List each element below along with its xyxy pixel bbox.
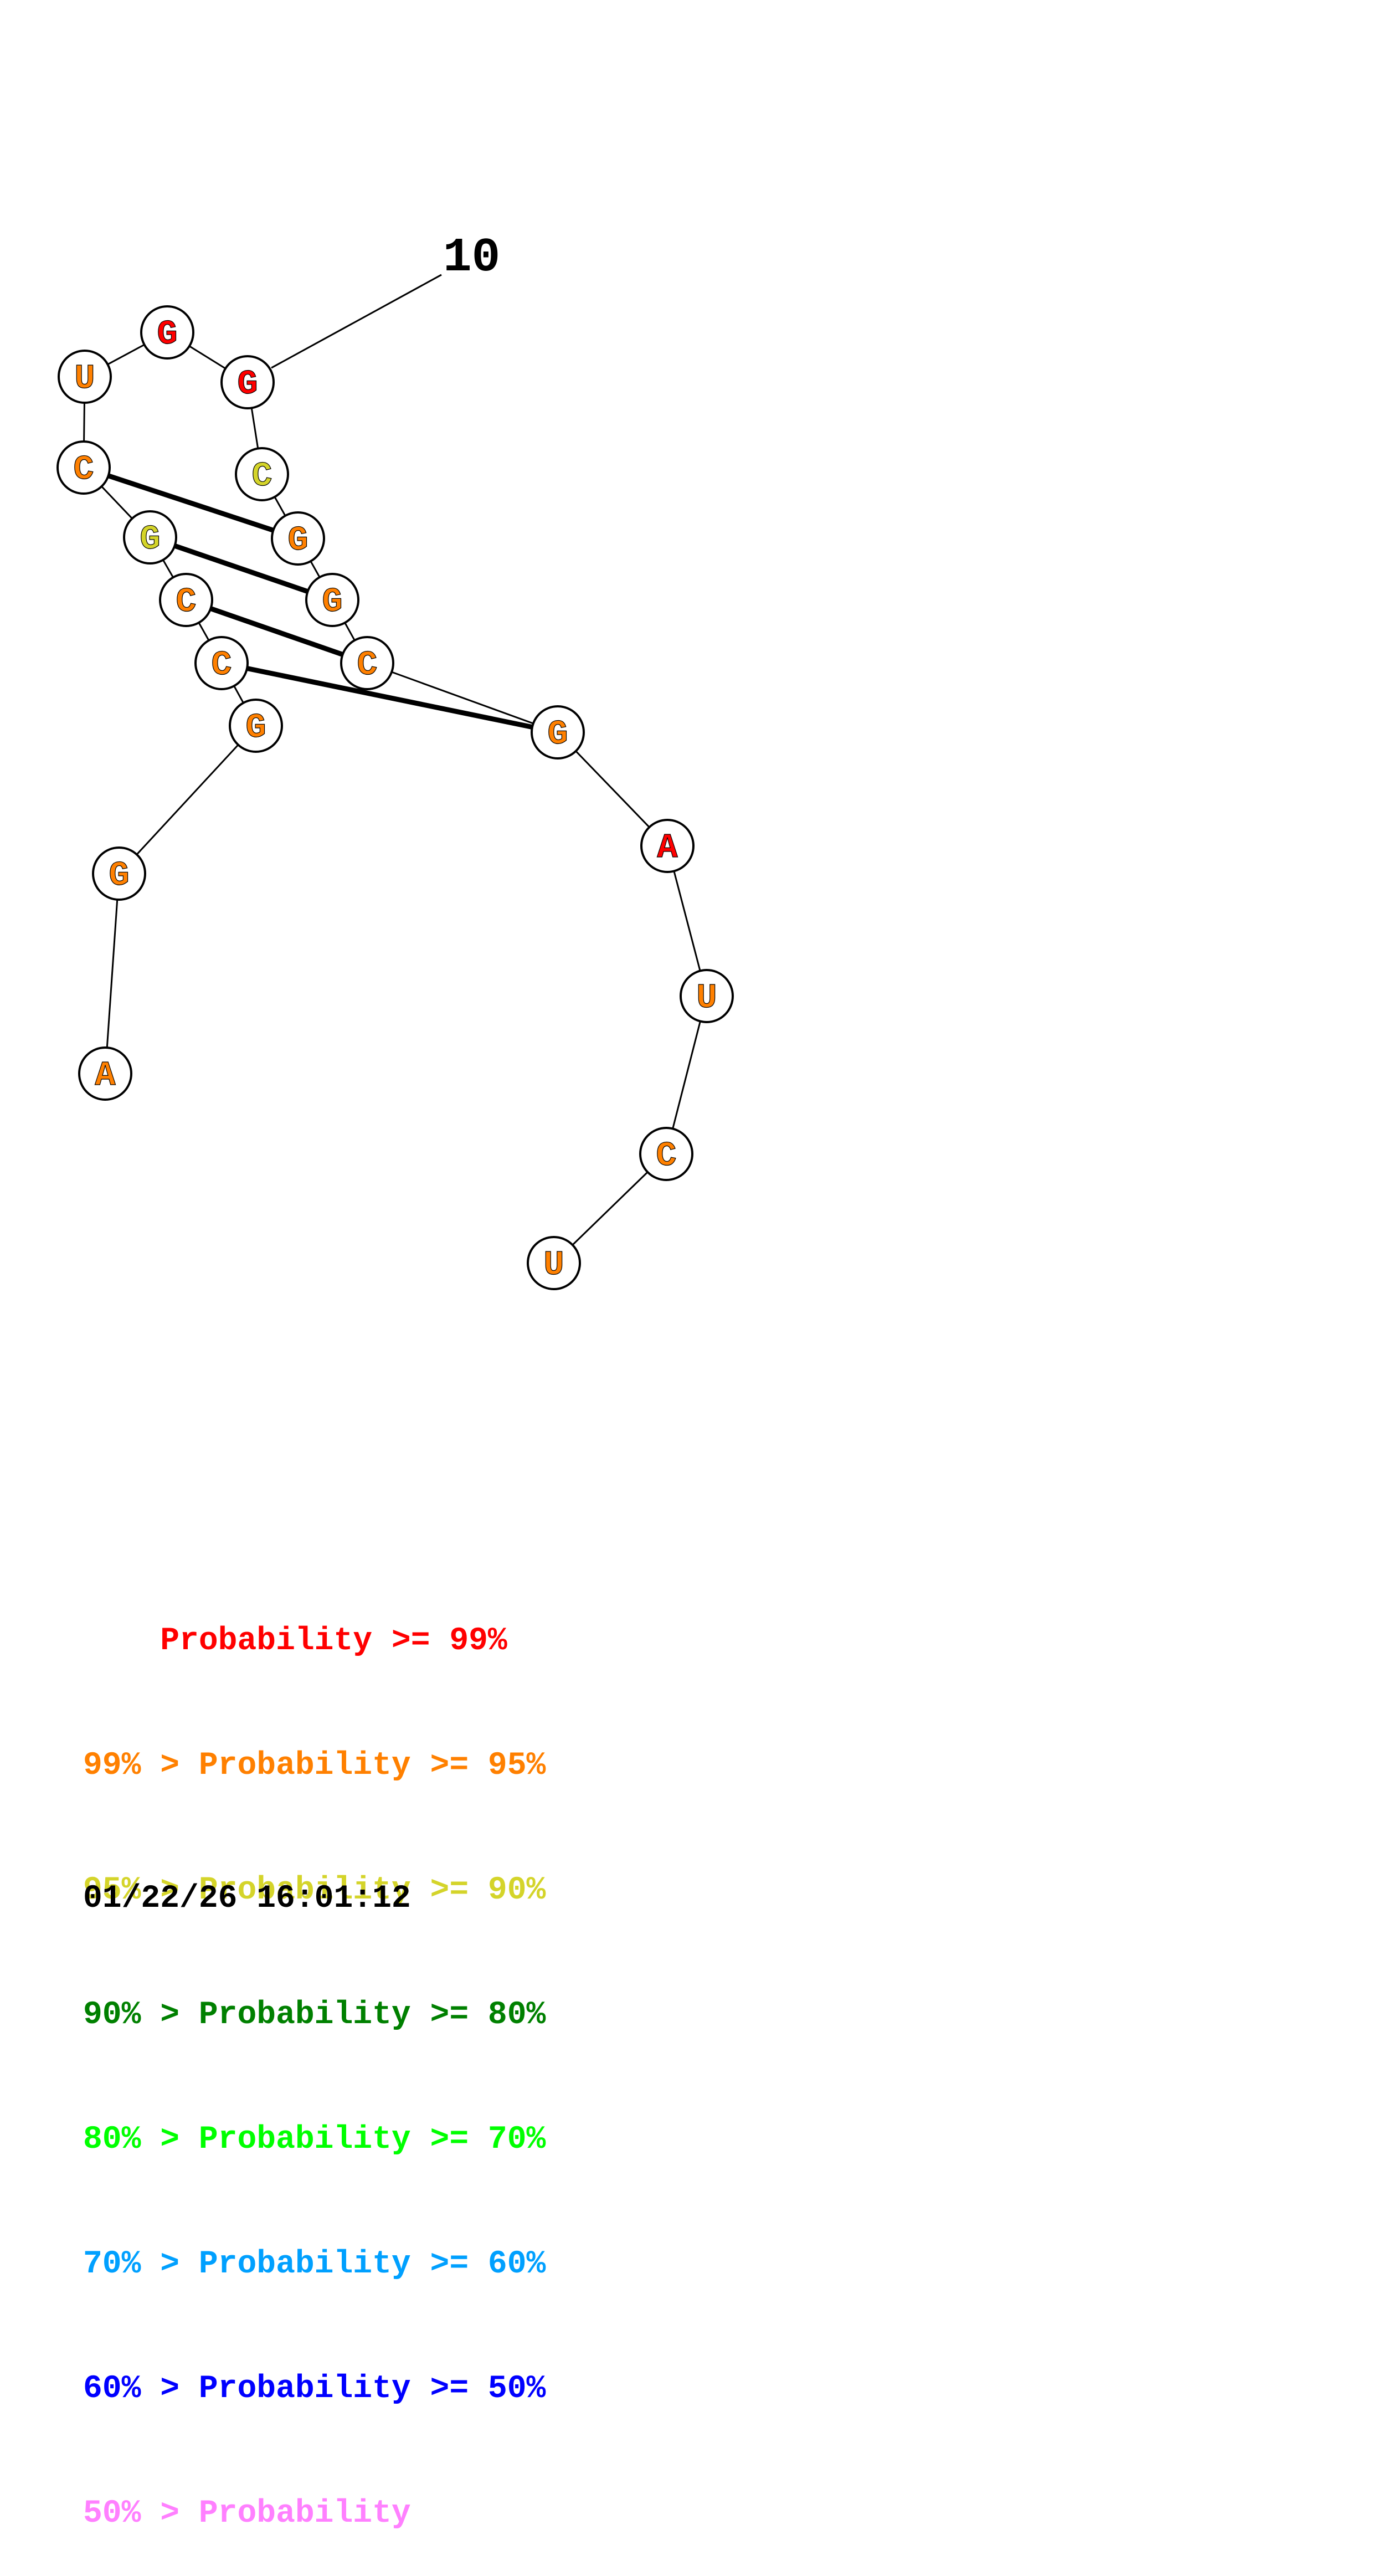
base-pair-bond <box>107 473 274 533</box>
nucleotide-circle <box>640 819 695 873</box>
nucleotide-base-label: U <box>543 1245 564 1285</box>
nucleotide-circle <box>220 355 275 409</box>
nucleotide-13: G <box>305 573 359 627</box>
nucleotide-circle <box>159 573 213 627</box>
legend-row: 50% > Probability <box>83 2496 411 2532</box>
nucleotide-circle <box>229 699 283 753</box>
nucleotide-base-label: U <box>696 978 717 1018</box>
nucleotide-base-label: A <box>657 828 678 868</box>
nucleotide-base-label: C <box>656 1136 676 1176</box>
nucleotide-base-label: C <box>73 450 94 489</box>
legend-row: Probability >= 99% <box>160 1623 507 1659</box>
nucleotide-base-label: C <box>211 645 232 685</box>
nucleotide-base-label: G <box>157 315 177 354</box>
position-label-leader <box>271 274 442 369</box>
nucleotide-circle <box>527 1236 581 1290</box>
legend-row: 95% > Probability >= 90% <box>83 1872 546 1908</box>
nucleotide-circle <box>194 636 249 690</box>
nucleotide-circle <box>639 1127 693 1181</box>
legend-row: 99% > Probability >= 95% <box>83 1748 546 1784</box>
nucleotide-circle <box>531 705 585 760</box>
probability-legend: Probability >= 99% 99% > Probability >= … <box>83 1537 546 2576</box>
nucleotide-circle <box>271 511 325 566</box>
nucleotide-8: U <box>58 350 112 404</box>
nucleotide-base-label: G <box>109 856 129 895</box>
nucleotide-2: G <box>92 846 146 901</box>
nucleotide-12: G <box>271 511 325 566</box>
nucleotide-circle <box>340 636 394 690</box>
position-label: 10 <box>443 230 500 285</box>
nucleotide-base-label: C <box>357 645 377 685</box>
nucleotide-base-label: C <box>251 456 272 496</box>
nucleotide-15: G <box>531 705 585 760</box>
nucleotide-circle <box>140 305 194 360</box>
nucleotide-10: G <box>220 355 275 409</box>
nucleotide-circle <box>305 573 359 627</box>
nucleotide-19: U <box>527 1236 581 1290</box>
base-pair-bond <box>246 666 533 730</box>
nucleotide-circle <box>123 510 177 565</box>
nucleotide-circle <box>58 350 112 404</box>
nucleotide-7: C <box>56 440 111 495</box>
backbone-link <box>665 995 708 1154</box>
nucleotide-circle <box>235 447 289 501</box>
nucleotide-4: C <box>194 636 249 690</box>
nucleotide-3: G <box>229 699 283 753</box>
nucleotide-5: C <box>159 573 213 627</box>
nucleotide-1: A <box>78 1046 132 1101</box>
nucleotide-base-label: U <box>74 359 95 398</box>
nucleotide-circle <box>78 1046 132 1101</box>
nucleotide-18: C <box>639 1127 693 1181</box>
nucleotide-base-label: G <box>140 520 160 559</box>
legend-row: 80% > Probability >= 70% <box>83 2122 546 2158</box>
nucleotide-base-label: G <box>322 582 342 622</box>
nucleotide-base-label: C <box>176 582 196 622</box>
nucleotide-base-label: G <box>245 708 266 747</box>
backbone-lines <box>83 274 708 1264</box>
legend-row: 60% > Probability >= 50% <box>83 2371 546 2407</box>
nucleotide-circle <box>92 846 146 901</box>
nucleotide-17: U <box>680 969 734 1023</box>
nucleotide-circle <box>56 440 111 495</box>
base-pair-lines <box>107 473 533 730</box>
nucleotide-6: G <box>123 510 177 565</box>
base-pair-bond <box>173 543 309 594</box>
nucleotide-16: A <box>640 819 695 873</box>
nucleotide-base-label: G <box>287 521 308 560</box>
nucleotide-base-label: G <box>547 715 568 754</box>
nucleotide-circle <box>680 969 734 1023</box>
nucleotide-base-label: G <box>237 365 258 404</box>
nucleotide-base-label: A <box>95 1056 116 1095</box>
nucleotide-11: C <box>235 447 289 501</box>
legend-row: 90% > Probability >= 80% <box>83 1997 546 2033</box>
backbone-link <box>118 725 257 875</box>
backbone-link <box>367 662 558 733</box>
backbone-link <box>104 873 120 1074</box>
nucleotide-14: C <box>340 636 394 690</box>
base-pair-bond <box>209 606 344 657</box>
timestamp: 01/22/26 16:01:12 <box>83 1881 411 1917</box>
legend-row: 70% > Probability >= 60% <box>83 2246 546 2282</box>
nucleotide-9: G <box>140 305 194 360</box>
